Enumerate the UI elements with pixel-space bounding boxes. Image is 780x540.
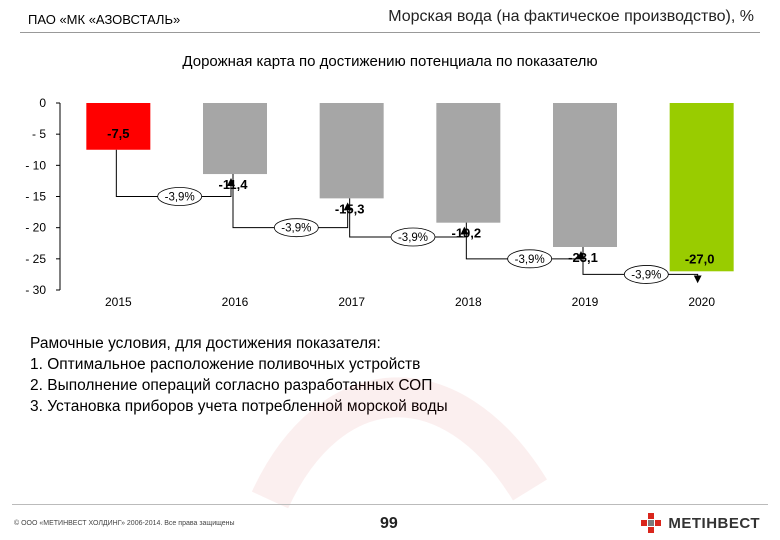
x-tick-label: 2017 — [338, 295, 365, 309]
bar-2020 — [669, 103, 734, 272]
y-tick-label: - 15 — [25, 190, 46, 204]
bar-2019 — [553, 103, 617, 247]
condition-item-2: 2. Выполнение операций согласно разработ… — [30, 377, 433, 394]
conditions-title: Рамочные условия, для достижения показат… — [30, 335, 381, 352]
bar-value-label: -27,0 — [685, 251, 715, 266]
chart-subtitle: Дорожная карта по достижению потенциала … — [182, 53, 598, 70]
company-name: ПАО «МК «АЗОВСТАЛЬ» — [28, 12, 181, 27]
bar-value-label: -11,4 — [219, 177, 249, 192]
bar-value-label: -15,3 — [335, 201, 365, 216]
roadmap-bar-chart: 0 - 5 - 10 - 15 - 20 - 25 - 30 -3,9% -3,9% -3,9%… — [25, 96, 734, 309]
step-label: -3,9% — [515, 254, 545, 266]
step-label: -3,9% — [165, 192, 195, 204]
step-label-bubble — [507, 249, 553, 269]
background-watermark — [251, 377, 548, 509]
footer-divider — [12, 504, 768, 505]
step-label-bubble — [157, 187, 203, 206]
header-divider — [20, 32, 760, 33]
page-title: Морская вода (на фактическое производств… — [388, 8, 754, 25]
y-tick-label: 0 — [39, 96, 46, 110]
conditions-block: Рамочные условия, для достижения показат… — [30, 333, 448, 417]
bar-value-label: -7,5 — [107, 126, 129, 141]
bar-2017 — [319, 103, 384, 199]
y-tick-label: - 10 — [25, 158, 46, 172]
bar-2016 — [203, 103, 267, 175]
bar-2018 — [436, 103, 501, 223]
step-label-bubble — [390, 227, 436, 247]
y-tick-label: - 30 — [25, 283, 46, 297]
x-tick-label: 2016 — [222, 295, 249, 309]
condition-item-1: 1. Оптимальное расположение поливочных у… — [30, 356, 421, 373]
x-tick-label: 2018 — [455, 295, 482, 309]
bar-value-label: -23,1 — [568, 250, 598, 265]
y-tick-label: - 20 — [25, 221, 46, 235]
page-number: 99 — [380, 515, 398, 532]
y-tick-label: - 5 — [32, 127, 46, 141]
step-label: -3,9% — [281, 223, 311, 235]
x-tick-label: 2019 — [572, 295, 599, 309]
step-label: -3,9% — [631, 269, 661, 281]
metinvest-logo: МЕТІНВЕСТ — [640, 512, 760, 534]
bar-2015 — [86, 103, 151, 150]
step-label-bubble — [273, 218, 319, 238]
x-tick-label: 2015 — [105, 295, 132, 309]
x-tick-label: 2020 — [688, 295, 715, 309]
copyright-text: © ООО «МЕТИНВЕСТ ХОЛДИНГ» 2006-2014. Все… — [14, 520, 235, 527]
metinvest-logo-icon — [641, 513, 662, 533]
y-tick-label: - 25 — [25, 252, 46, 266]
condition-item-3: 3. Установка приборов учета потребленной… — [30, 398, 448, 415]
step-label: -3,9% — [398, 232, 428, 244]
step-label-bubble — [623, 265, 669, 284]
bar-value-label: -19,2 — [452, 226, 482, 241]
logo-text: МЕТІНВЕСТ — [668, 514, 760, 532]
